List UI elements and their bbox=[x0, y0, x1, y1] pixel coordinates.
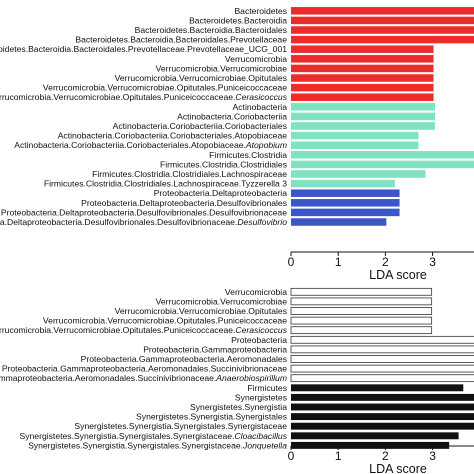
category-label: Synergistetes.Synergistia.Synergistales.… bbox=[28, 440, 287, 450]
category-label: Verrucomicrobia.Verrucomicrobiae.Opituta… bbox=[0, 92, 288, 102]
bar-verrucomicrobia-verrucomicrobiae-opitutales bbox=[291, 74, 434, 82]
category-label: Proteobacteria bbox=[231, 335, 287, 345]
bar-verrucomicrobia-verrucomicrobiae-opitutales-puniceicoccaceae bbox=[291, 83, 434, 92]
bar-synergistetes-synergistia-synergistales-synergistaceae-jonquetella bbox=[291, 441, 450, 449]
category-label: Synergistetes bbox=[235, 392, 287, 402]
bar-proteobacteria-deltaproteobacteria-desulfovibrionales-desulfovibrionaceae-desulfovibrio bbox=[291, 218, 387, 226]
lda-chart-bottom: VerrucomicrobiaVerrucomicrobia.Verrucomi… bbox=[0, 287, 474, 474]
x-tick-label: 2 bbox=[382, 449, 389, 463]
lda-chart-top: BacteroidetesBacteroidetes.BacteroidiaBa… bbox=[0, 6, 474, 282]
category-label: Actinobacteria.Coriobacteriia.Coriobacte… bbox=[58, 131, 288, 141]
category-label: Actinobacteria bbox=[233, 102, 288, 112]
category-label: Bacteroidetes.Bacteroidia bbox=[189, 15, 287, 25]
category-label: Firmicutes.Clostridia.Clostridiales.Lach… bbox=[92, 169, 287, 179]
bar-synergistetes-synergistia-synergistales bbox=[291, 413, 474, 421]
category-label: Bacteroidetes.Bacteroidia.Bacteroidales.… bbox=[75, 35, 287, 45]
bar-bacteroidetes-bacteroidia-bacteroidales-prevotellaceae-prevotellaceae-ucg-001 bbox=[291, 45, 434, 53]
x-tick-label: 3 bbox=[429, 449, 436, 463]
category-label: Proteobacteria.Gammaproteobacteria.Aerom… bbox=[2, 364, 287, 374]
bar-bacteroidetes bbox=[291, 7, 474, 15]
category-label: Verrucomicrobia bbox=[225, 54, 287, 64]
category-label: Synergistetes.Synergistia.Synergistales.… bbox=[20, 431, 288, 441]
bar-synergistetes-synergistia bbox=[291, 403, 474, 411]
x-tick-label: 2 bbox=[382, 255, 389, 269]
bar-actinobacteria bbox=[291, 103, 435, 111]
category-label: Proteobacteria.Gammaproteobacteria.Aerom… bbox=[0, 373, 287, 383]
category-label: Firmicutes.Clostridia.Clostridiales bbox=[160, 159, 287, 169]
bar-verrucomicrobia-verrucomicrobiae-opitutales bbox=[290, 307, 433, 315]
category-label: Actinobacteria.Coriobacteriia.Coriobacte… bbox=[113, 121, 287, 131]
category-label: Bacteroidetes bbox=[234, 6, 287, 16]
bar-proteobacteria-deltaproteobacteria-desulfovibrionales bbox=[291, 199, 400, 207]
x-tick-label: 3 bbox=[429, 255, 436, 269]
bar-proteobacteria-gammaproteobacteria bbox=[290, 345, 474, 354]
x-tick-label: 0 bbox=[288, 449, 295, 463]
bar-proteobacteria-gammaproteobacteria-aeromonadales bbox=[290, 355, 474, 363]
bar-verrucomicrobia-verrucomicrobiae-opitutales-puniceicoccaceae-cerasicoccus bbox=[290, 326, 433, 335]
bar-firmicutes bbox=[291, 384, 464, 392]
bar-synergistetes-synergistia-synergistales-synergistaceae-cloacibacillus bbox=[291, 432, 459, 440]
category-label: Proteobacteria.Deltaproteobacteria bbox=[154, 188, 288, 198]
x-tick-label: 1 bbox=[335, 255, 342, 269]
bar-proteobacteria-deltaproteobacteria-desulfovibrionales-desulfovibrionaceae bbox=[291, 208, 400, 217]
category-label: Verrucomicrobia.Verrucomicrobiae.Opituta… bbox=[115, 306, 287, 316]
category-label: Bacteroidetes.Bacteroidia.Bacteroidales bbox=[135, 25, 287, 35]
category-label: Verrucomicrobia.Verrucomicrobiae bbox=[156, 63, 288, 73]
category-label: Proteobacteria.Gammaproteobacteria.Aerom… bbox=[81, 354, 287, 364]
bar-proteobacteria bbox=[290, 335, 474, 344]
bar-synergistetes bbox=[291, 393, 474, 401]
category-label: Synergistetes.Synergistia.Synergistales.… bbox=[74, 421, 287, 431]
category-label: Verrucomicrobia.Verrucomicrobiae.Opituta… bbox=[115, 73, 287, 83]
bar-bacteroidetes-bacteroidia-bacteroidales bbox=[291, 26, 474, 34]
bar-actinobacteria-coriobacteriia bbox=[291, 112, 435, 121]
category-label: Firmicutes.Clostridia bbox=[209, 150, 287, 160]
bar-verrucomicrobia-verrucomicrobiae-opitutales-puniceicoccaceae-cerasicoccus bbox=[291, 93, 434, 101]
bar-proteobacteria-gammaproteobacteria-aeromonadales-succinivibrionaceae bbox=[290, 364, 474, 373]
bar-verrucomicrobia bbox=[291, 55, 434, 63]
category-label: Actinobacteria.Coriobacteriia bbox=[177, 111, 287, 121]
category-label: Bacteroidetes.Bacteroidia.Bacteroidales.… bbox=[0, 44, 287, 54]
category-label: Verrucomicrobia bbox=[225, 287, 287, 297]
bar-verrucomicrobia-verrucomicrobiae bbox=[290, 297, 433, 306]
bar-verrucomicrobia bbox=[290, 287, 433, 296]
bar-proteobacteria-deltaproteobacteria bbox=[291, 189, 400, 197]
bar-synergistetes-synergistia-synergistales-synergistaceae bbox=[291, 422, 474, 430]
bar-firmicutes-clostridia-clostridiales-lachnospiraceae bbox=[291, 170, 426, 178]
x-axis-title: LDA score bbox=[369, 462, 427, 474]
category-label: Verrucomicrobia.Verrucomicrobiae bbox=[156, 296, 288, 306]
category-label: Proteobacteria.Deltaproteobacteria.Desul… bbox=[1, 207, 287, 217]
x-axis-title: LDA score bbox=[369, 268, 427, 282]
bar-bacteroidetes-bacteroidia-bacteroidales-prevotellaceae bbox=[291, 35, 474, 44]
bar-bacteroidetes-bacteroidia bbox=[291, 16, 474, 25]
bar-firmicutes-clostridia bbox=[291, 151, 474, 159]
category-label: Verrucomicrobia.Verrucomicrobiae.Opituta… bbox=[43, 83, 287, 93]
bar-actinobacteria-coriobacteriia-coriobacteriales-atopobiaceae bbox=[291, 131, 419, 140]
category-label: Verrucomicrobia.Verrucomicrobiae.Opituta… bbox=[0, 325, 288, 335]
bar-actinobacteria-coriobacteriia-coriobacteriales bbox=[291, 122, 435, 130]
category-label: Actinobacteria.Coriobacteriia.Coriobacte… bbox=[14, 140, 287, 150]
bar-verrucomicrobia-verrucomicrobiae-opitutales-puniceicoccaceae bbox=[290, 316, 433, 325]
bar-firmicutes-clostridia-clostridiales-lachnospiraceae-tyzzerella-3 bbox=[291, 179, 395, 188]
category-label: Proteobacteria.Gammaproteobacteria bbox=[143, 344, 287, 354]
bar-firmicutes-clostridia-clostridiales bbox=[291, 160, 474, 169]
bar-verrucomicrobia-verrucomicrobiae bbox=[291, 64, 434, 73]
category-label: Firmicutes.Clostridia.Clostridiales.Lach… bbox=[44, 179, 287, 189]
bar-actinobacteria-coriobacteriia-coriobacteriales-atopobiaceae-atopobium bbox=[291, 141, 419, 149]
category-label: Synergistetes.Synergistia.Synergistales bbox=[136, 412, 287, 422]
x-tick-label: 0 bbox=[288, 255, 295, 269]
category-label: Verrucomicrobia.Verrucomicrobiae.Opituta… bbox=[43, 316, 287, 326]
category-label: Proteobacteria.Deltaproteobacteria.Desul… bbox=[0, 217, 287, 227]
bar-proteobacteria-gammaproteobacteria-aeromonadales-succinivibrionaceae-anaerobiospirillum bbox=[290, 374, 474, 383]
category-label: Firmicutes bbox=[247, 383, 287, 393]
x-tick-label: 1 bbox=[335, 449, 342, 463]
category-label: Synergistetes.Synergistia bbox=[190, 402, 287, 412]
category-label: Proteobacteria.Deltaproteobacteria.Desul… bbox=[81, 198, 287, 208]
